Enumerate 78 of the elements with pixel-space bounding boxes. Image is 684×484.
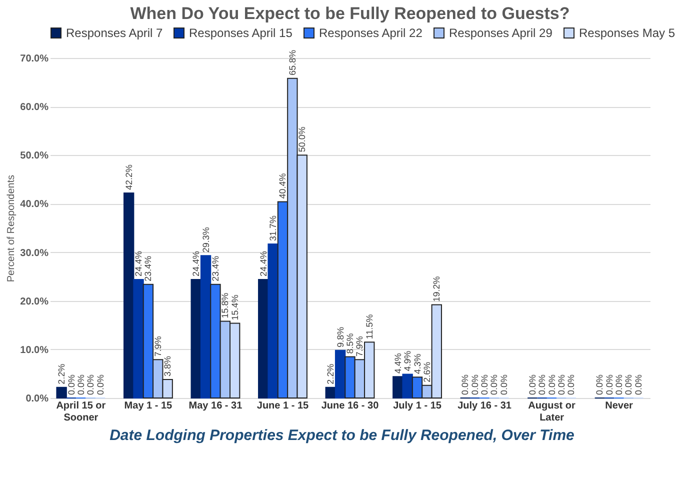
y-axis-title: Percent of Respondents: [6, 174, 18, 282]
x-tick-label: June 1 - 15: [256, 400, 310, 412]
data-label: 19.2%: [432, 276, 442, 302]
data-label: 24.4%: [191, 250, 202, 276]
bar: [392, 376, 404, 398]
data-label: 0.0%: [546, 374, 557, 395]
data-label: 9.8%: [335, 326, 346, 348]
data-label: 0.0%: [633, 374, 644, 395]
data-label: 0.0%: [604, 374, 614, 395]
x-tick-label: July 16 - 31: [458, 400, 512, 412]
x-tick-label: Never: [605, 400, 634, 412]
data-label: 4.9%: [402, 350, 413, 372]
data-label: 24.4%: [258, 250, 268, 276]
data-label: 65.8%: [287, 50, 298, 76]
data-label: 0.0%: [66, 374, 76, 395]
legend-label: Responses April 7: [66, 26, 164, 40]
legend-label: Responses April 29: [449, 26, 553, 40]
data-label: 0.0%: [460, 374, 470, 395]
y-tick-label: 40.0%: [20, 199, 49, 210]
data-label: 3.8%: [162, 356, 173, 377]
data-label: 29.3%: [200, 227, 211, 253]
y-tick-label: 20.0%: [20, 296, 49, 308]
bar: [56, 386, 67, 398]
data-label: 0.0%: [76, 374, 86, 395]
data-label: 50.0%: [297, 126, 308, 152]
bar: [200, 255, 212, 398]
x-tick-label: July 1 - 15: [393, 400, 442, 412]
data-label: 0.0%: [86, 374, 96, 395]
legend-label: Responses April 22: [319, 26, 423, 40]
y-tick-label: 0.0%: [26, 394, 49, 404]
data-label: 0.0%: [480, 374, 490, 395]
x-tick-label: August or Later: [528, 400, 576, 424]
data-label: 23.4%: [143, 256, 154, 282]
x-tick-label: May 16 - 31: [188, 400, 243, 412]
data-label: 0.0%: [614, 374, 624, 395]
data-label: 42.2%: [124, 164, 134, 190]
data-label: 40.4%: [278, 173, 288, 199]
data-label: 2.2%: [56, 364, 67, 384]
bar: [123, 192, 134, 398]
data-label: 24.4%: [134, 250, 144, 276]
data-label: 23.4%: [210, 256, 220, 282]
data-label: 0.0%: [624, 374, 634, 395]
data-label: 31.7%: [268, 215, 278, 242]
text: Date Lodging Properties Expect to be Fully Reopened, Over Time: [108, 427, 576, 444]
legend-label: Responses April 15: [189, 26, 293, 40]
x-tick-label: May 1 - 15: [124, 400, 173, 412]
data-label: 15.8%: [220, 292, 230, 318]
data-label: 8.5%: [345, 333, 355, 354]
legend-label: Responses May 5: [579, 26, 676, 40]
data-label: 0.0%: [470, 374, 480, 395]
data-label: 2.2%: [326, 364, 336, 384]
bar: [402, 374, 413, 398]
x-tick-label: June 16 - 30: [321, 400, 380, 412]
bar: [334, 350, 346, 398]
y-tick-label: 60.0%: [20, 102, 49, 114]
data-label: 0.0%: [594, 374, 605, 395]
data-label: 0.0%: [566, 374, 576, 395]
data-label: 0.0%: [556, 374, 566, 395]
data-label: 7.9%: [152, 336, 163, 357]
data-label: 11.5%: [364, 314, 374, 340]
chart-title: When Do You Expect to be Fully Reopened to Guests?: [130, 4, 570, 23]
data-label: 0.0%: [527, 374, 538, 395]
data-label: 4.3%: [412, 354, 422, 374]
x-tick-label: April 15 or Sooner: [56, 400, 106, 424]
y-tick-label: 10.0%: [20, 344, 49, 356]
bar: [268, 244, 278, 398]
data-label: 4.4%: [392, 353, 403, 374]
y-tick-label: 30.0%: [20, 248, 49, 259]
data-label: 2.6%: [422, 362, 432, 382]
data-label: 7.9%: [354, 336, 365, 357]
y-tick-label: 70.0%: [20, 54, 49, 64]
data-label: 0.0%: [95, 374, 106, 395]
data-label: 15.4%: [230, 294, 240, 320]
data-label: 0.0%: [537, 374, 548, 395]
y-tick-label: 50.0%: [20, 150, 49, 162]
data-label: 0.0%: [498, 374, 509, 395]
bar: [133, 278, 144, 398]
data-label: 0.0%: [489, 374, 500, 395]
